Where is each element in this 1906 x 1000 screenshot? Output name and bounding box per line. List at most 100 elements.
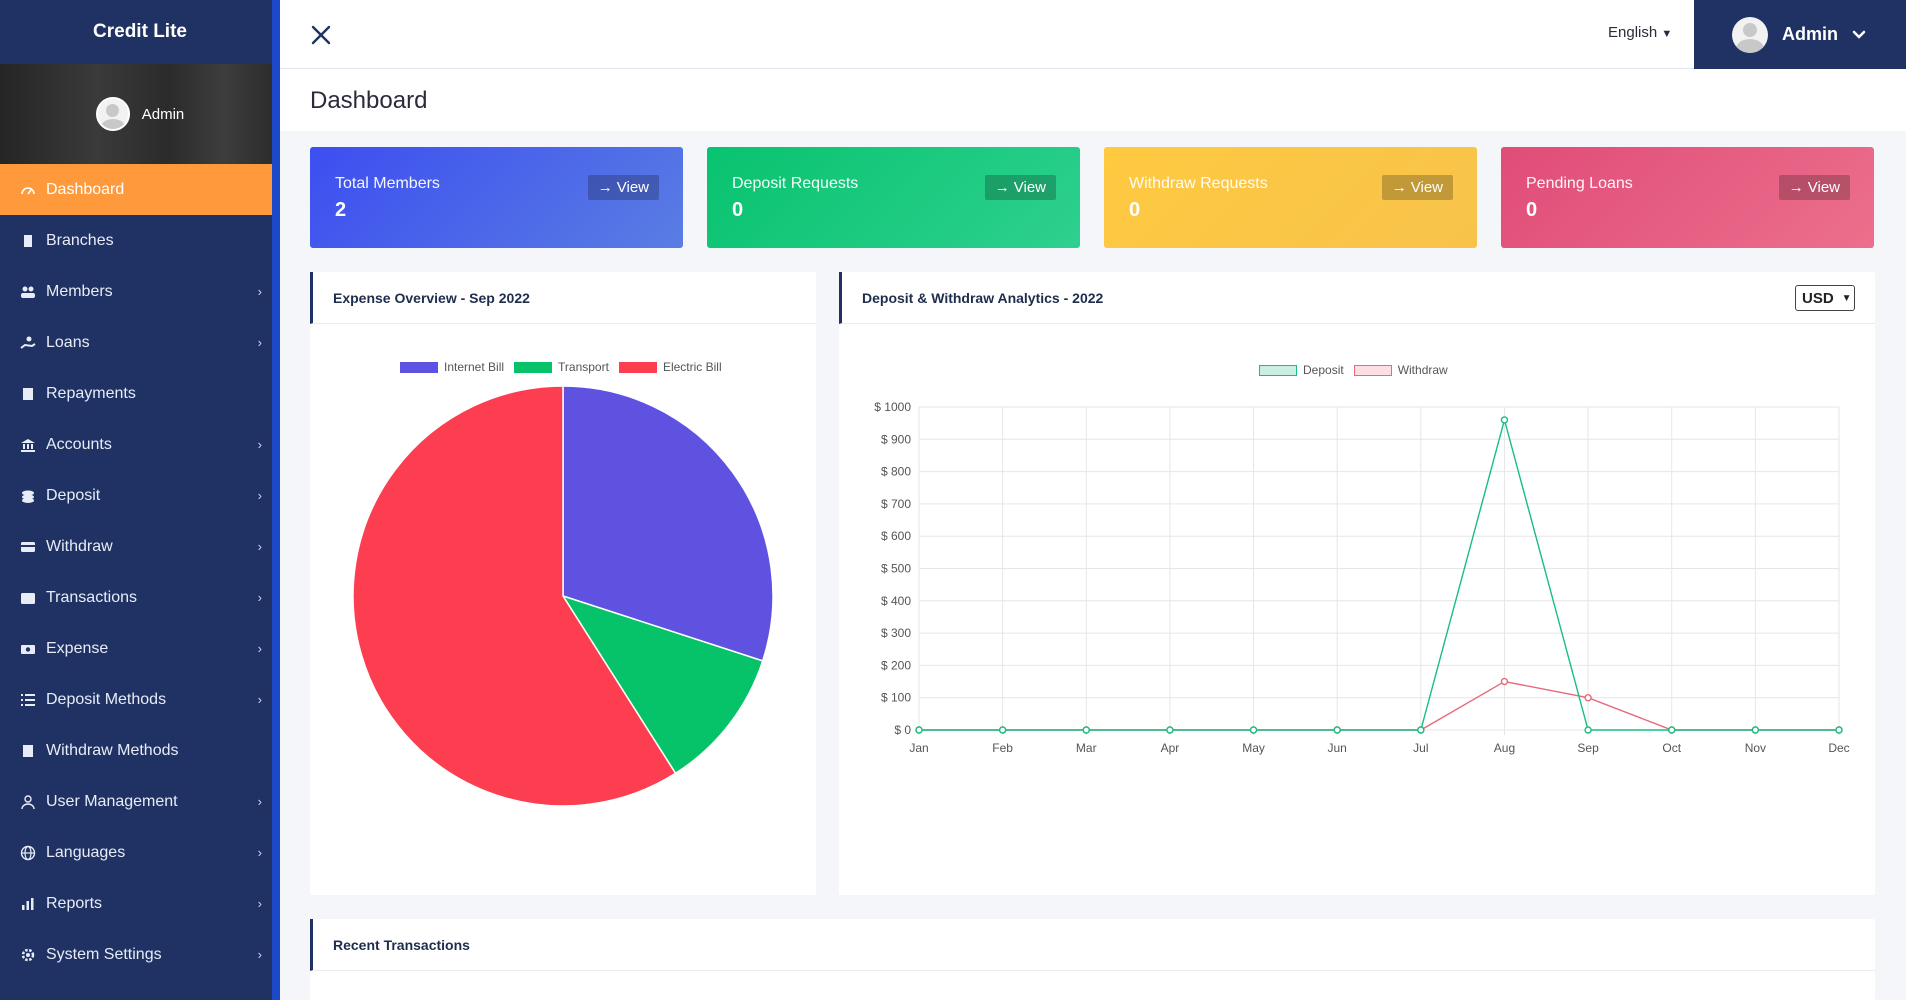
legend-item-transport[interactable]: Transport (514, 360, 609, 374)
sidebar-item-branches[interactable]: Branches (0, 215, 280, 266)
stat-value: 0 (1129, 199, 1141, 221)
sidebar-item-dashboard[interactable]: Dashboard (0, 164, 272, 215)
sidebar-item-label: Reports (46, 894, 103, 912)
data-point-withdraw[interactable] (1500, 677, 1509, 686)
series-line-withdraw (919, 680, 1839, 731)
y-tick-label: $ 500 (881, 562, 911, 576)
stat-card-total-members: Total Members 2 → View (310, 147, 683, 248)
legend-item-electric[interactable]: Electric Bill (618, 360, 722, 374)
close-icon[interactable] (310, 24, 332, 46)
x-tick-label: May (1242, 741, 1265, 755)
hand-coin-icon (20, 335, 36, 351)
sidebar-item-loans[interactable]: Loans › (0, 317, 280, 368)
chevron-right-icon: › (257, 284, 262, 299)
receipt-icon (20, 386, 36, 402)
pie-slice-transport[interactable] (561, 594, 764, 775)
data-point-deposit[interactable] (1082, 726, 1090, 734)
wallet-icon (20, 590, 36, 606)
sidebar-menu: Dashboard Branches Members › Loans › Repayment… (0, 164, 280, 980)
sidebar-item-label: Transactions (46, 588, 137, 606)
sidebar-item-expense[interactable]: Expense › (0, 623, 280, 674)
chevron-right-icon: › (257, 845, 262, 860)
panel-title: Deposit & Withdraw Analytics - 2022 USD … (839, 272, 1875, 324)
brand-logo[interactable]: Credit Lite (0, 0, 280, 64)
legend-item-deposit[interactable]: Deposit (1259, 363, 1344, 377)
sidebar-item-user-management[interactable]: User Management › (0, 776, 280, 827)
sidebar-item-withdraw-methods[interactable]: Withdraw Methods (0, 725, 280, 776)
language-dropdown[interactable]: English ▼ (1608, 24, 1672, 41)
pie-slice-electric-bill[interactable] (352, 385, 677, 807)
chevron-right-icon: › (257, 488, 262, 503)
legend-item-withdraw[interactable]: Withdraw (1353, 363, 1448, 377)
building-icon (20, 233, 36, 249)
data-point-deposit[interactable] (1500, 416, 1509, 424)
pie-slice-internet-bill[interactable] (562, 385, 774, 662)
sidebar-item-label: Expense (46, 639, 109, 657)
chevron-right-icon: › (257, 641, 262, 656)
data-point-deposit[interactable] (998, 726, 1007, 734)
data-point-deposit[interactable] (1751, 726, 1760, 734)
data-point-withdraw[interactable] (1584, 694, 1592, 702)
chevron-right-icon: › (257, 539, 262, 554)
view-label: View (1013, 179, 1046, 196)
data-point-deposit[interactable] (1584, 726, 1592, 734)
legend-label: Deposit (1303, 363, 1344, 377)
view-label: View (616, 179, 649, 196)
sidebar-item-deposit-methods[interactable]: Deposit Methods › (0, 674, 280, 725)
y-tick-label: $ 900 (881, 432, 911, 446)
data-point-deposit[interactable] (1249, 726, 1258, 734)
y-tick-label: $ 800 (881, 465, 911, 479)
panel-title-text: Deposit & Withdraw Analytics - 2022 (862, 289, 1104, 306)
y-tick-label: $ 0 (894, 723, 911, 737)
sidebar-item-system-settings[interactable]: System Settings › (0, 929, 280, 980)
currency-select[interactable]: USD ▼ (1795, 285, 1855, 311)
data-point-deposit[interactable] (1333, 726, 1341, 734)
expense-pie-chart (352, 385, 774, 807)
x-tick-label: Apr (1161, 741, 1180, 755)
view-button[interactable]: → View (1381, 175, 1453, 200)
sidebar-item-reports[interactable]: Reports › (0, 878, 280, 929)
data-point-deposit[interactable] (1835, 726, 1843, 734)
y-tick-label: $ 200 (881, 658, 911, 672)
stat-card-deposit-requests: Deposit Requests 0 → View (707, 147, 1080, 248)
sidebar-item-accounts[interactable]: Accounts › (0, 419, 280, 470)
sidebar-item-languages[interactable]: Languages › (0, 827, 280, 878)
legend-item-internet[interactable]: Internet Bill (400, 360, 504, 374)
series-line-deposit (919, 417, 1839, 731)
stat-label: Total Members (335, 175, 440, 192)
chevron-right-icon: › (257, 437, 262, 452)
data-point-deposit[interactable] (1417, 726, 1425, 734)
chevron-down-icon: ▼ (1661, 28, 1673, 40)
view-button[interactable]: → View (587, 175, 659, 200)
users-icon (20, 284, 36, 300)
sidebar-item-label: Branches (46, 231, 114, 249)
admin-menu[interactable]: Admin (1694, 0, 1906, 69)
view-button[interactable]: → View (984, 175, 1056, 200)
sidebar-item-deposit[interactable]: Deposit › (0, 470, 280, 521)
line-legend: Deposit Withdraw (1259, 363, 1448, 377)
view-button[interactable]: → View (1778, 175, 1850, 200)
data-point-deposit[interactable] (1668, 726, 1676, 734)
avatar (1732, 16, 1768, 53)
currency-value: USD (1802, 289, 1834, 307)
data-point-deposit[interactable] (1166, 726, 1174, 734)
sidebar-item-transactions[interactable]: Transactions › (0, 572, 280, 623)
data-point-deposit[interactable] (915, 726, 923, 734)
card-icon (20, 539, 36, 555)
sidebar-item-withdraw[interactable]: Withdraw › (0, 521, 280, 572)
sidebar-item-label: Withdraw Methods (46, 741, 179, 759)
sidebar-item-label: Deposit Methods (46, 690, 167, 708)
stat-label: Deposit Requests (732, 175, 859, 192)
legend-label: Electric Bill (662, 360, 722, 374)
y-tick-label: $ 1000 (874, 400, 911, 414)
gear-icon (20, 947, 36, 963)
coins-icon (20, 488, 36, 504)
sidebar-item-label: Members (46, 282, 113, 300)
page-header: Dashboard (280, 69, 1906, 131)
sidebar-item-members[interactable]: Members › (0, 266, 280, 317)
sidebar-item-repayments[interactable]: Repayments (0, 368, 280, 419)
x-tick-label: Jun (1328, 741, 1347, 755)
sidebar-item-label: System Settings (46, 945, 162, 963)
view-label: View (1410, 179, 1443, 196)
receipt-icon (20, 743, 36, 759)
